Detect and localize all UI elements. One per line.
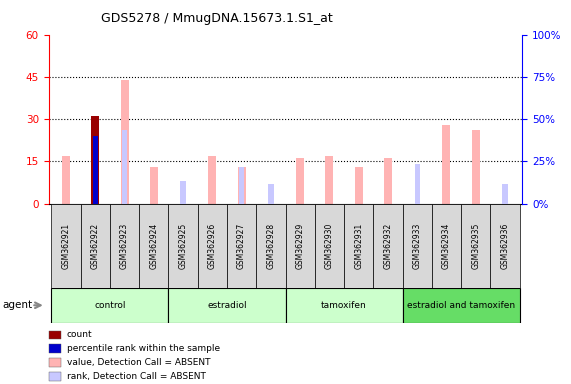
Bar	[502, 184, 508, 204]
Bar	[384, 159, 392, 204]
Text: GSM362932: GSM362932	[383, 223, 392, 269]
Text: GSM362931: GSM362931	[354, 223, 363, 269]
Bar	[81, 204, 110, 288]
Bar	[325, 156, 333, 204]
Bar	[286, 204, 315, 288]
Text: GSM362935: GSM362935	[471, 223, 480, 269]
Bar	[120, 79, 128, 204]
Bar	[403, 204, 432, 288]
Text: GSM362929: GSM362929	[296, 223, 304, 269]
Bar	[268, 184, 274, 204]
Bar	[91, 116, 99, 204]
Bar	[139, 204, 168, 288]
Text: GSM362927: GSM362927	[237, 223, 246, 269]
Bar	[168, 288, 286, 323]
Text: GSM362921: GSM362921	[62, 223, 71, 269]
Bar	[472, 130, 480, 204]
Bar	[227, 204, 256, 288]
Text: estradiol and tamoxifen: estradiol and tamoxifen	[407, 301, 515, 310]
Text: estradiol: estradiol	[207, 301, 247, 310]
Bar	[315, 204, 344, 288]
Bar	[443, 125, 451, 204]
Text: GSM362923: GSM362923	[120, 223, 129, 269]
Text: GSM362928: GSM362928	[267, 223, 275, 269]
Bar	[150, 167, 158, 204]
Bar	[355, 167, 363, 204]
Text: rank, Detection Call = ABSENT: rank, Detection Call = ABSENT	[67, 372, 206, 381]
Bar	[296, 159, 304, 204]
Text: agent: agent	[3, 300, 33, 310]
Bar	[344, 204, 373, 288]
Text: GSM362925: GSM362925	[179, 223, 188, 269]
Bar	[239, 167, 244, 204]
Text: GDS5278 / MmugDNA.15673.1.S1_at: GDS5278 / MmugDNA.15673.1.S1_at	[101, 12, 333, 25]
Bar	[238, 167, 246, 204]
Bar	[403, 288, 520, 323]
Bar	[256, 204, 286, 288]
Bar	[373, 204, 403, 288]
Bar	[198, 204, 227, 288]
Text: GSM362934: GSM362934	[442, 223, 451, 269]
Text: GSM362922: GSM362922	[91, 223, 100, 269]
Bar	[168, 204, 198, 288]
Text: value, Detection Call = ABSENT: value, Detection Call = ABSENT	[67, 358, 210, 367]
Bar	[208, 156, 216, 204]
Bar	[110, 204, 139, 288]
Bar	[432, 204, 461, 288]
Bar	[286, 288, 403, 323]
Bar	[180, 181, 186, 204]
Bar	[62, 156, 70, 204]
Text: count: count	[67, 330, 93, 339]
Bar	[93, 136, 98, 204]
Bar	[51, 288, 168, 323]
Bar	[122, 130, 127, 204]
Bar	[415, 164, 420, 204]
Text: tamoxifen: tamoxifen	[321, 301, 367, 310]
Text: GSM362930: GSM362930	[325, 223, 334, 269]
Text: GSM362926: GSM362926	[208, 223, 217, 269]
Text: control: control	[94, 301, 126, 310]
Bar	[51, 204, 81, 288]
Text: GSM362936: GSM362936	[500, 223, 509, 269]
Bar	[490, 204, 520, 288]
Text: GSM362924: GSM362924	[150, 223, 158, 269]
Text: percentile rank within the sample: percentile rank within the sample	[67, 344, 220, 353]
Text: GSM362933: GSM362933	[413, 223, 421, 269]
Bar	[461, 204, 490, 288]
